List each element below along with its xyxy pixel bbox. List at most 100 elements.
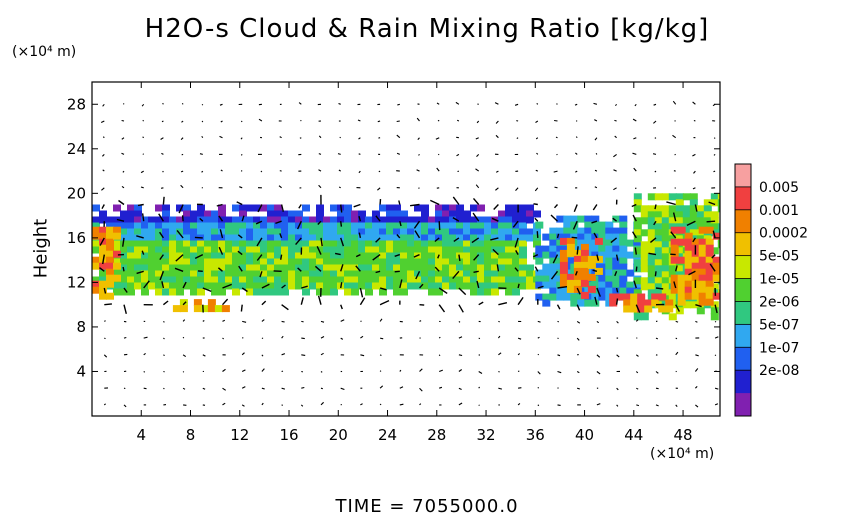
- field-cell: [691, 286, 700, 294]
- field-cell: [372, 252, 380, 260]
- wind-vector: [143, 280, 150, 289]
- field-cell: [577, 299, 586, 307]
- wind-vector: [201, 103, 204, 106]
- wind-vector: [458, 402, 463, 406]
- field-cell: [505, 252, 513, 260]
- field-cell: [169, 240, 177, 248]
- wind-vector: [616, 404, 619, 407]
- wind-vector: [576, 320, 581, 324]
- wind-vector: [358, 232, 362, 239]
- field-cell: [535, 275, 544, 283]
- field-cell: [218, 282, 226, 290]
- field-cell: [295, 216, 303, 224]
- wind-vector: [281, 387, 286, 390]
- field-cell: [696, 205, 705, 213]
- field-cell: [598, 287, 607, 295]
- field-cell: [491, 288, 499, 296]
- field-cell: [309, 246, 317, 254]
- field-cell: [654, 217, 663, 225]
- field-cell: [113, 226, 121, 234]
- wind-vector: [238, 265, 243, 272]
- field-cell: [232, 216, 240, 224]
- field-cell: [330, 276, 338, 284]
- wind-vector: [301, 337, 305, 340]
- field-cell: [670, 274, 679, 282]
- wind-vector: [458, 387, 462, 390]
- field-cell: [512, 282, 520, 290]
- field-cell: [295, 282, 303, 290]
- field-cell: [505, 210, 513, 218]
- field-cell: [106, 238, 114, 246]
- field-cell: [190, 246, 198, 254]
- wind-vector: [576, 304, 581, 311]
- field-cell: [386, 216, 394, 224]
- field-cell: [677, 280, 686, 288]
- field-cell: [719, 250, 720, 258]
- field-cell: [386, 210, 394, 218]
- field-cell: [379, 288, 387, 296]
- field-cell: [710, 313, 719, 321]
- field-cell: [162, 240, 170, 248]
- field-cell: [274, 228, 282, 236]
- field-cell: [477, 222, 485, 230]
- field-cell: [141, 228, 149, 236]
- field-cell: [162, 288, 170, 296]
- field-cell: [519, 216, 527, 224]
- wind-vector: [478, 337, 481, 340]
- field-cell: [281, 270, 289, 278]
- wind-vector: [577, 387, 580, 390]
- field-cell: [442, 252, 450, 260]
- field-cell: [661, 211, 670, 219]
- field-cell: [491, 270, 499, 278]
- field-cell: [717, 199, 720, 207]
- wind-vector: [379, 287, 387, 291]
- wind-vector: [416, 169, 420, 172]
- field-cell: [225, 252, 233, 260]
- field-cell: [211, 258, 219, 266]
- wind-vector: [517, 337, 522, 340]
- field-cell: [470, 216, 478, 224]
- wind-vector: [280, 204, 284, 212]
- wind-vector: [298, 102, 302, 105]
- field-cell: [155, 276, 163, 284]
- field-cell: [253, 252, 261, 260]
- field-cell: [99, 232, 107, 240]
- field-cell: [682, 217, 691, 225]
- y-tick-label: 16: [67, 229, 86, 247]
- wind-vector: [279, 233, 283, 239]
- field-cell: [351, 216, 359, 224]
- field-cell: [162, 252, 170, 260]
- field-cell: [127, 240, 135, 248]
- field-cell: [633, 281, 642, 289]
- field-cell: [358, 246, 366, 254]
- x-tick-label: 8: [186, 426, 196, 444]
- field-cell: [407, 246, 415, 254]
- wind-vector: [475, 137, 479, 140]
- field-cell: [379, 270, 387, 278]
- field-cell: [106, 256, 114, 264]
- field-cell: [719, 244, 720, 252]
- wind-vector: [437, 254, 440, 259]
- field-cell: [449, 234, 457, 242]
- field-cell: [684, 250, 693, 258]
- wind-vector: [557, 320, 559, 323]
- field-cell: [556, 227, 565, 235]
- field-cell: [120, 276, 128, 284]
- field-cell: [323, 264, 331, 272]
- wind-vector: [104, 337, 106, 340]
- field-cell: [172, 305, 181, 313]
- field-cell: [689, 223, 698, 231]
- field-cell: [598, 251, 607, 259]
- field-cell: [204, 264, 212, 272]
- field-cell: [584, 227, 593, 235]
- field-cell: [407, 282, 415, 290]
- field-cell: [470, 234, 478, 242]
- field-cell: [204, 222, 212, 230]
- field-cell: [470, 282, 478, 290]
- field-cell: [407, 216, 415, 224]
- field-cell: [463, 222, 471, 230]
- wind-vector: [399, 221, 402, 227]
- field-cell: [281, 216, 289, 224]
- wind-vector: [396, 152, 401, 155]
- field-cell: [647, 265, 656, 273]
